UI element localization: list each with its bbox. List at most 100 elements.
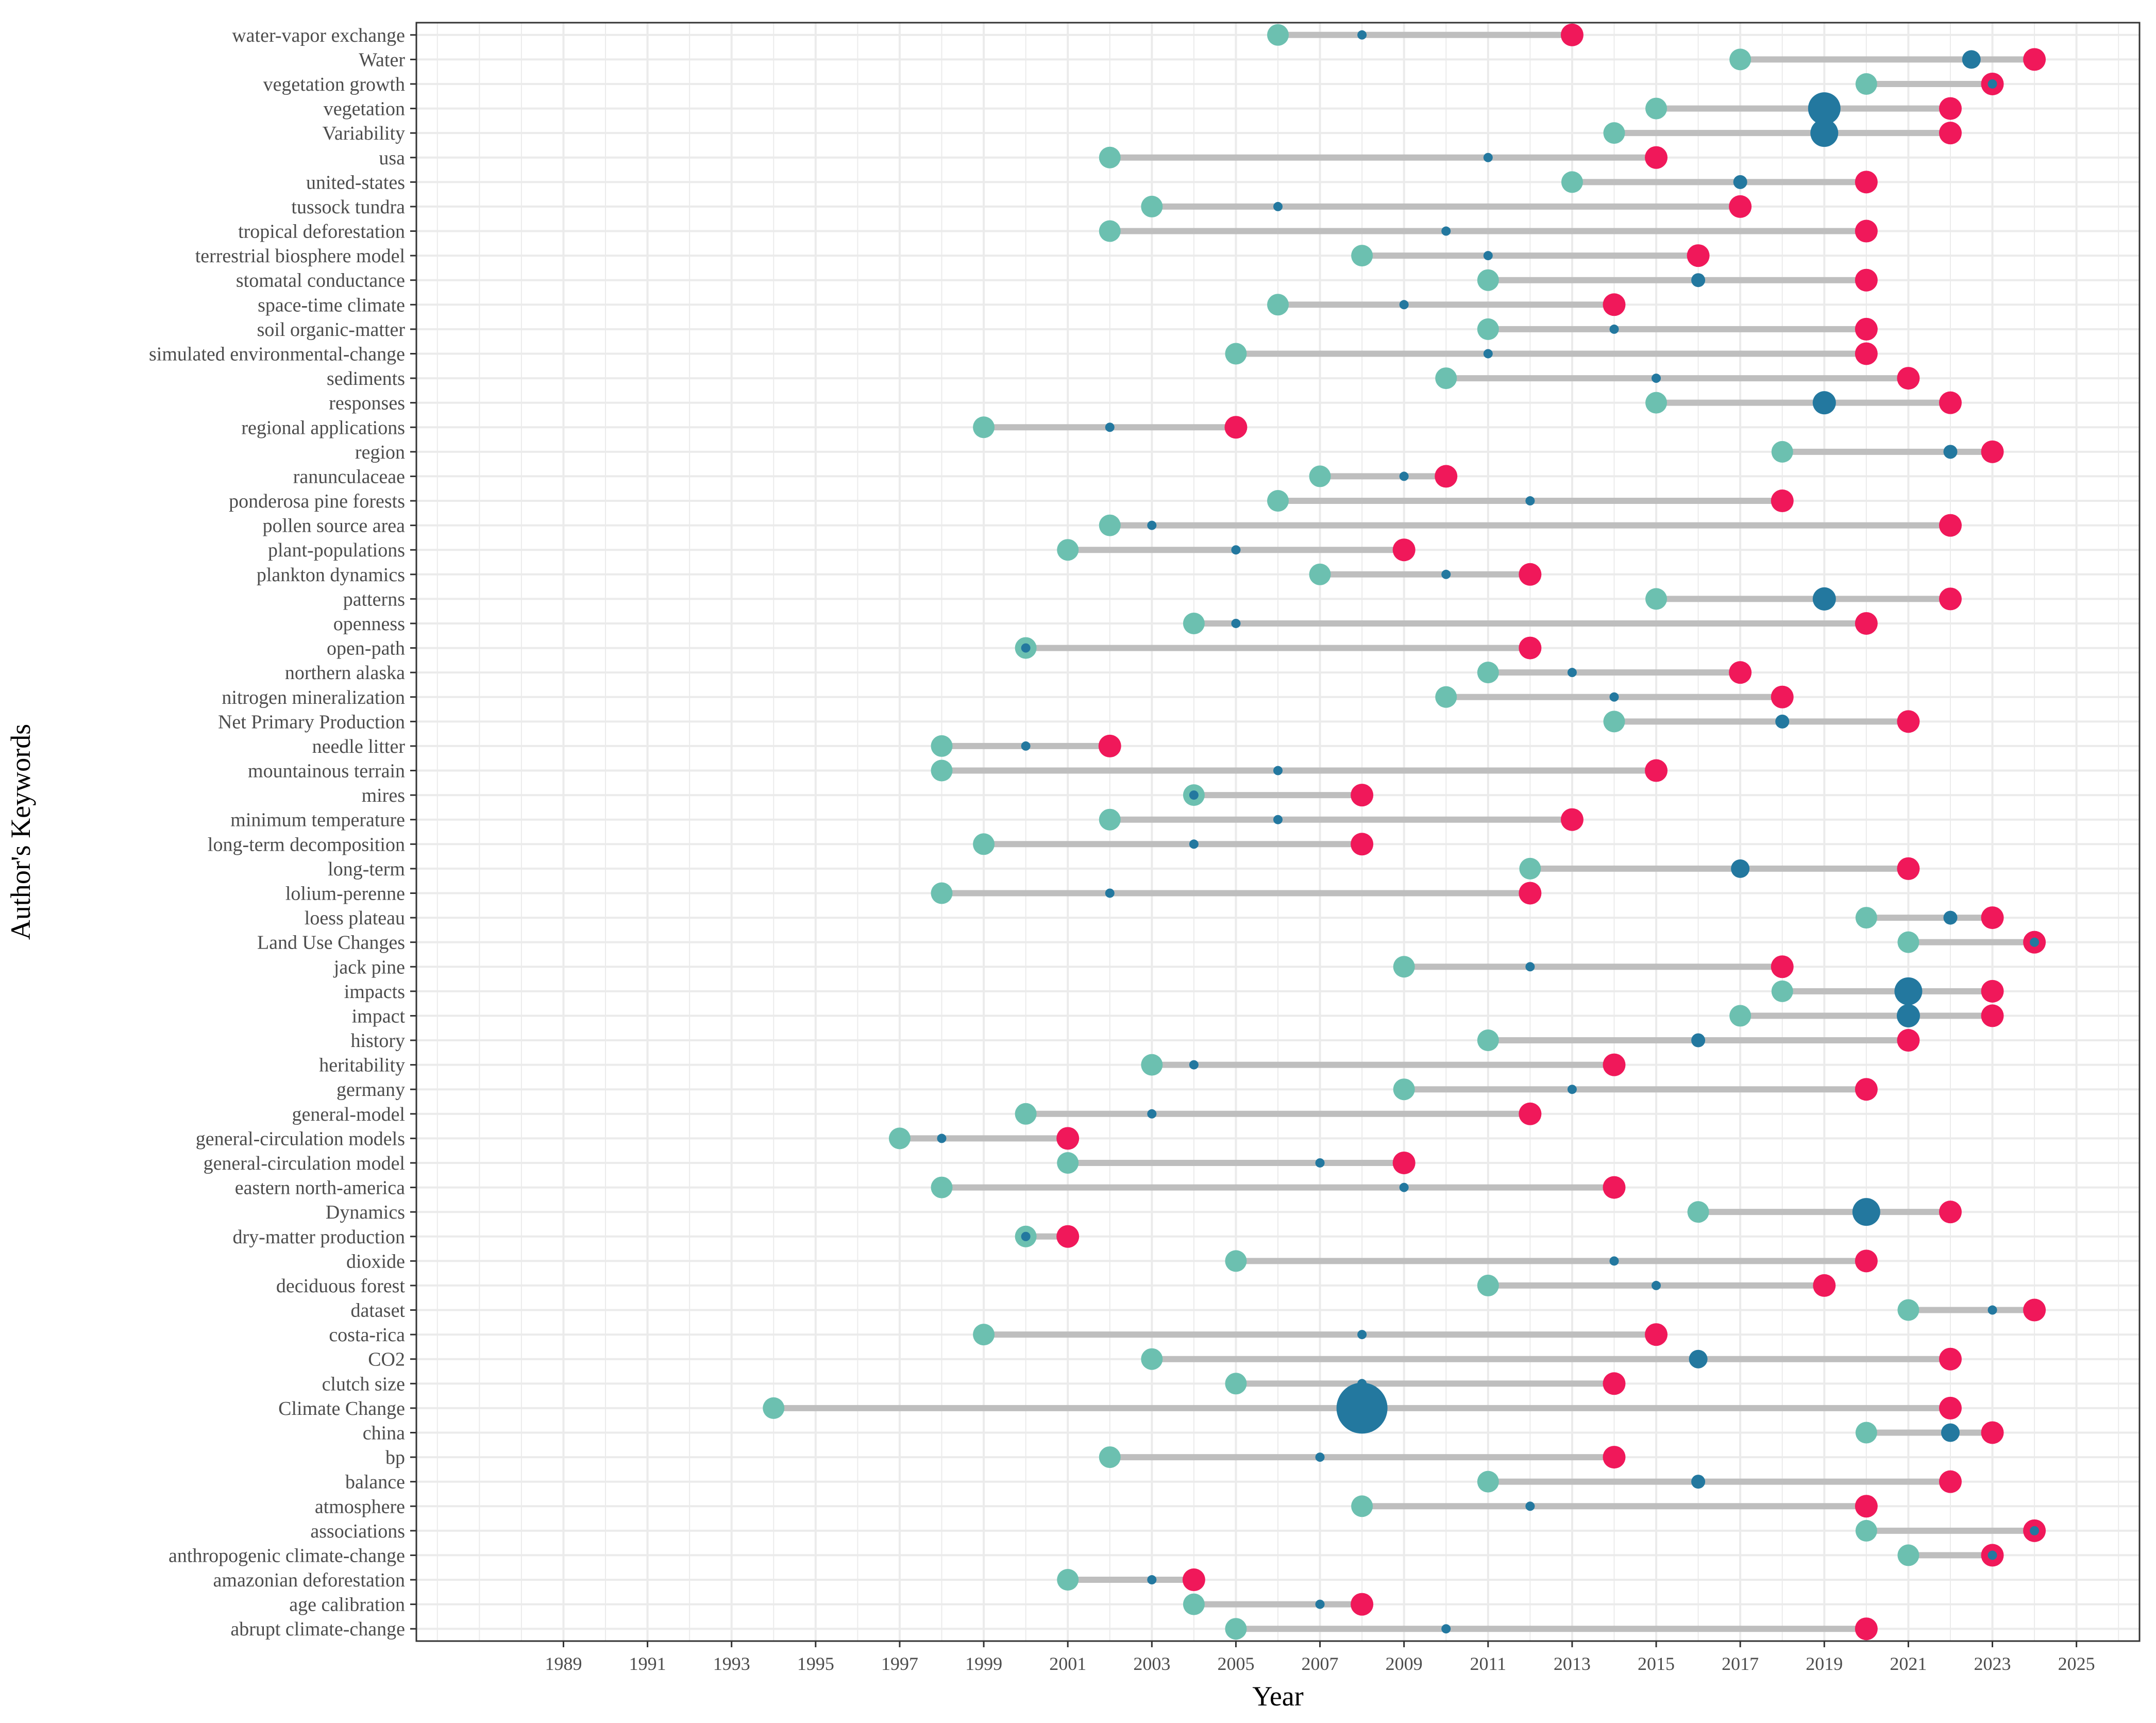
y-tick-label-ponderosa-pine-forests: ponderosa pine forests [229,491,405,512]
y-tick-label-tropical-deforestation: tropical deforestation [238,221,405,243]
start-point-water-vapor-exchange [1267,24,1289,46]
peak-point-soil-organic-matter [1609,324,1619,334]
y-tick-label-general-model: general-model [292,1104,405,1125]
peak-point-age-calibration [1315,1599,1325,1609]
y-tick-label-net-primary-production: Net Primary Production [218,711,405,733]
y-tick-label-water-vapor-exchange: water-vapor exchange [232,25,405,46]
start-point-nitrogen-mineralization [1435,686,1457,708]
start-point-pollen-source-area [1099,514,1121,536]
peak-point-deciduous-forest [1652,1280,1661,1290]
start-point-minimum-temperature [1099,808,1121,831]
peak-point-vegetation-growth [1987,79,1997,89]
peak-point-anthropogenic-climate-change [1987,1550,1997,1560]
y-tick-label-open-path: open-path [327,638,405,660]
start-point-china [1855,1422,1877,1444]
peak-point-costa-rica [1357,1330,1367,1340]
x-tick-label-1993: 1993 [713,1653,750,1674]
y-tick-label-regional-applications: regional applications [241,417,405,438]
start-point-sediments [1435,367,1457,390]
end-point-dioxide [1855,1249,1878,1273]
end-point-region [1981,440,2004,463]
start-point-northern-alaska [1477,662,1499,684]
end-point-eastern-north-america [1603,1176,1626,1199]
y-tick-label-region: region [355,442,405,463]
peak-point-general-circulation-models [937,1134,947,1143]
y-tick-label-bp: bp [385,1447,405,1468]
start-point-general-circulation-model [1057,1152,1079,1174]
end-point-impacts [1981,979,2004,1003]
y-tick-label-northern-alaska: northern alaska [285,662,405,684]
y-tick-label-anthropogenic-climate-change: anthropogenic climate-change [169,1545,405,1566]
x-tick-label-2015: 2015 [1638,1653,1675,1674]
peak-point-variability [1810,119,1839,147]
end-point-needle-litter [1098,734,1121,757]
y-tick-label-minimum-temperature: minimum temperature [230,809,405,831]
start-point-needle-litter [931,735,953,757]
y-tick-label-terrestrial-biosphere-model: terrestrial biosphere model [195,245,405,267]
peak-point-stomatal-conductance [1691,273,1706,288]
y-tick-label-responses: responses [329,393,405,414]
y-tick-label-long-term: long-term [328,858,405,880]
peak-point-germany [1567,1085,1577,1094]
y-tick-label-atmosphere: atmosphere [315,1496,405,1517]
y-tick-label-age-calibration: age calibration [289,1594,405,1616]
end-point-pollen-source-area [1939,514,1962,537]
x-tick-label-2013: 2013 [1554,1653,1591,1674]
peak-point-dry-matter-production [1021,1231,1031,1241]
end-point-united-states [1855,171,1878,194]
peak-point-plant-populations [1231,545,1241,555]
start-point-deciduous-forest [1477,1274,1499,1296]
end-point-space-time-climate [1603,293,1626,316]
y-tick-label-climate-change: Climate Change [278,1398,405,1420]
y-tick-label-jack-pine: jack pine [333,956,405,978]
y-tick-label-loess-plateau: loess plateau [305,907,405,929]
peak-point-region [1943,445,1958,459]
peak-point-vegetation [1808,92,1841,125]
peak-point-net-primary-production [1775,714,1790,729]
start-point-age-calibration [1183,1593,1205,1615]
y-tick-label-needle-litter: needle litter [312,736,406,757]
end-point-atmosphere [1855,1495,1878,1518]
end-point-clutch-size [1603,1372,1626,1395]
end-point-dry-matter-production [1056,1225,1080,1248]
y-tick-label-nitrogen-mineralization: nitrogen mineralization [222,687,405,708]
peak-point-associations [2030,1526,2040,1535]
y-tick-label-china: china [363,1422,405,1444]
x-tick-label-2011: 2011 [1470,1653,1506,1674]
peak-point-tropical-deforestation [1441,226,1451,236]
y-tick-label-impacts: impacts [344,981,405,1003]
end-point-soil-organic-matter [1855,317,1878,341]
end-point-jack-pine [1771,955,1794,978]
start-point-patterns [1645,588,1667,610]
end-point-responses [1939,391,1962,414]
y-tick-label-dataset: dataset [350,1300,405,1322]
end-point-water-vapor-exchange [1560,23,1584,46]
y-tick-label-abrupt-climate-change: abrupt climate-change [230,1618,405,1640]
start-point-mountainous-terrain [931,759,953,782]
start-point-plankton-dynamics [1309,563,1331,585]
peak-point-openness [1231,618,1241,628]
y-axis-title: Author's Keywords [5,724,36,940]
x-tick-labels: 1989 1991 1993 1995 1997 1999 2001 2003 2005 2007… [545,1641,2095,1674]
peak-point-heritability [1189,1060,1199,1070]
y-tick-label-ranunculaceae: ranunculaceae [293,466,405,487]
peak-point-responses [1812,391,1836,415]
y-tick-label-general-circulation-model: general-circulation model [204,1153,405,1174]
y-tick-label-clutch-size: clutch size [322,1373,405,1395]
y-tick-label-dry-matter-production: dry-matter production [232,1226,405,1248]
start-point-eastern-north-america [931,1176,953,1198]
peak-point-ranunculaceae [1399,471,1409,481]
start-point-general-model [1015,1103,1037,1125]
peak-point-plankton-dynamics [1441,569,1451,579]
y-tick-label-vegetation-growth: vegetation growth [263,74,405,95]
y-tick-label-lolium-perenne: lolium-perenne [285,883,405,904]
start-point-land-use-changes [1897,931,1919,953]
x-tick-label-2021: 2021 [1890,1653,1927,1674]
peak-point-simulated-environmental-change [1483,349,1493,359]
x-axis-title: Year [1252,1681,1304,1712]
end-point-deciduous-forest [1813,1274,1836,1297]
x-tick-label-2025: 2025 [2058,1653,2095,1674]
peak-point-water [1962,50,1981,69]
peak-point-usa [1483,153,1493,162]
peak-point-long-term [1731,859,1750,878]
